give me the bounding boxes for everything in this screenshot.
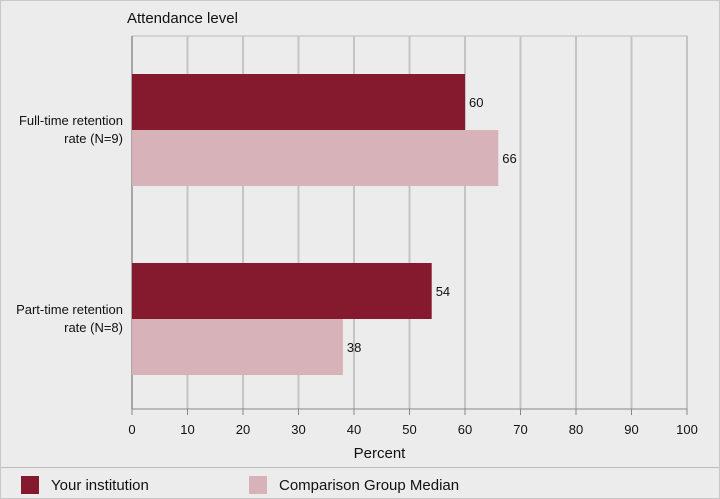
category-label-0: Full-time retention rate (N=9) — [1, 112, 123, 148]
tick-label-x-40: 40 — [347, 422, 361, 437]
legend: Your institution Comparison Group Median — [1, 467, 719, 499]
tick-label-x-80: 80 — [569, 422, 583, 437]
tick-label-x-10: 10 — [180, 422, 194, 437]
legend-label-comparison-group-median: Comparison Group Median — [279, 476, 460, 494]
chart-title: Attendance level — [127, 10, 238, 27]
tick-label-x-90: 90 — [624, 422, 638, 437]
tick-label-x-30: 30 — [291, 422, 305, 437]
bar-chart: Attendance level 0 10 20 30 40 50 60 70 80 90 100 Pe… — [127, 10, 698, 462]
legend-item-comparison-group-median: Comparison Group Median — [249, 476, 459, 494]
data-label-your-institution-1: 54 — [436, 284, 450, 299]
data-label-comparison-group-median-0: 66 — [502, 151, 516, 166]
category-label-line: rate (N=9) — [64, 131, 123, 146]
tick-label-x-0: 0 — [128, 422, 135, 437]
bar-comparison-group-median-1 — [132, 319, 343, 375]
bar-your-institution-0 — [132, 74, 465, 130]
category-label-1: Part-time retention rate (N=8) — [1, 301, 123, 337]
tick-label-x-70: 70 — [513, 422, 527, 437]
x-axis-label: Percent — [354, 445, 407, 462]
bar-your-institution-1 — [132, 263, 432, 319]
tick-label-x-50: 50 — [402, 422, 416, 437]
category-label-line: Full-time retention — [18, 113, 123, 128]
data-label-comparison-group-median-1: 38 — [347, 340, 361, 355]
legend-item-your-institution: Your institution — [21, 476, 149, 494]
legend-swatch-comparison-group-median — [249, 476, 267, 494]
tick-label-x-100: 100 — [676, 422, 698, 437]
tick-label-x-60: 60 — [458, 422, 472, 437]
bar-comparison-group-median-0 — [132, 130, 499, 186]
legend-label-your-institution: Your institution — [51, 476, 149, 494]
legend-swatch-your-institution — [21, 476, 39, 494]
category-label-line: rate (N=8) — [64, 320, 123, 335]
tick-label-x-20: 20 — [236, 422, 250, 437]
category-label-line: Part-time retention — [16, 302, 123, 317]
data-label-your-institution-0: 60 — [469, 95, 483, 110]
